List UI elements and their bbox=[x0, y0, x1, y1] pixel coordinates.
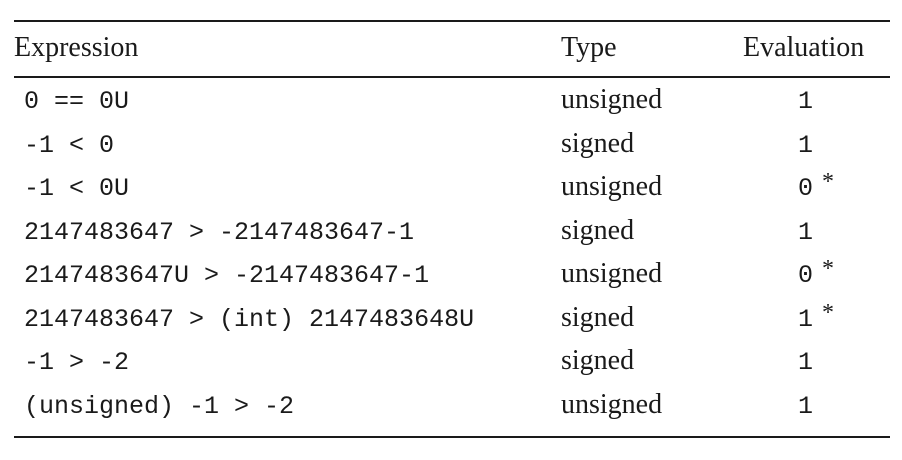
table-row: -1 < 0U unsigned 0 * bbox=[14, 169, 890, 215]
expression-cell: 2147483647 > (int) 2147483648U bbox=[24, 304, 475, 334]
expression-cell: 2147483647 > -2147483647-1 bbox=[24, 217, 415, 247]
evaluation-cell: 0 bbox=[798, 261, 814, 290]
table-bottom-rule bbox=[14, 436, 890, 438]
surprise-mark: * bbox=[822, 169, 834, 195]
table-body: 0 == 0U unsigned 1 -1 < 0 signed 1 -1 < … bbox=[14, 84, 890, 432]
expression-cell: 2147483647U > -2147483647-1 bbox=[24, 261, 430, 290]
evaluation-cell: 1 bbox=[798, 217, 814, 247]
evaluation-cell: 1 bbox=[798, 87, 814, 116]
evaluation-cell: 1 bbox=[798, 348, 814, 377]
table-header-rule bbox=[14, 76, 890, 78]
evaluation-cell: 1 bbox=[798, 391, 814, 421]
table-row: 2147483647U > -2147483647-1 unsigned 0 * bbox=[14, 256, 890, 302]
type-cell: unsigned bbox=[561, 84, 663, 115]
header-expression: Expression bbox=[14, 32, 139, 63]
expression-cell: (unsigned) -1 > -2 bbox=[24, 391, 295, 421]
table-header: Expression Type Evaluation bbox=[14, 32, 890, 72]
surprise-mark: * bbox=[822, 256, 834, 282]
table-top-rule bbox=[14, 20, 890, 22]
table-row: (unsigned) -1 > -2 unsigned 1 bbox=[14, 389, 890, 433]
header-evaluation: Evaluation bbox=[743, 32, 865, 63]
type-cell: signed bbox=[561, 345, 635, 376]
expression-cell: -1 < 0 bbox=[24, 130, 115, 160]
evaluation-cell: 0 bbox=[798, 174, 814, 203]
table-row: -1 > -2 signed 1 bbox=[14, 345, 890, 389]
table-row: 2147483647 > (int) 2147483648U signed 1 … bbox=[14, 299, 890, 346]
table-row: 0 == 0U unsigned 1 bbox=[14, 84, 890, 128]
type-cell: signed bbox=[561, 127, 635, 159]
evaluation-cell: 1 bbox=[798, 304, 814, 334]
type-cell: signed bbox=[561, 301, 635, 333]
table-row: -1 < 0 signed 1 bbox=[14, 128, 890, 172]
type-cell: unsigned bbox=[561, 171, 663, 202]
header-type: Type bbox=[561, 32, 617, 63]
expression-cell: -1 < 0U bbox=[24, 174, 130, 203]
type-cell: signed bbox=[561, 214, 635, 246]
evaluation-cell: 1 bbox=[798, 130, 814, 160]
table-row: 2147483647 > -2147483647-1 signed 1 bbox=[14, 215, 890, 259]
expression-cell: 0 == 0U bbox=[24, 87, 130, 116]
type-cell: unsigned bbox=[561, 258, 663, 289]
expression-cell: -1 > -2 bbox=[24, 348, 130, 377]
surprise-mark: * bbox=[822, 299, 834, 326]
type-cell: unsigned bbox=[561, 388, 663, 420]
